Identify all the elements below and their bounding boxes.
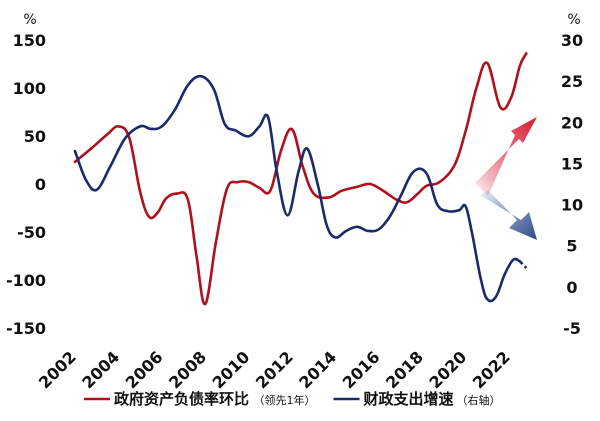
series-line-1-forecast [518,260,528,269]
x-tick-label: 2006 [122,347,167,392]
left-tick-label: 150 [13,31,46,50]
x-tick-label: 2002 [35,347,80,392]
left-tick-label: 50 [24,127,46,146]
left-tick-label: -100 [6,271,46,290]
left-tick-label: 100 [13,79,46,98]
right-tick-label: 15 [561,154,583,173]
right-tick-label: 10 [561,196,583,215]
left-tick-label: -150 [6,319,46,338]
legend-label-1: 财政支出增速 [364,390,454,408]
x-tick-label: 2008 [165,347,210,392]
x-tick-label: 2010 [208,347,253,392]
legend: 政府资产负债率环比 （领先1年） 财政支出增速 （右轴） [84,390,501,408]
x-tick-label: 2016 [339,347,384,392]
right-axis: % -5 0 5 10 15 20 25 30 [561,12,583,338]
x-tick-label: 2014 [295,347,340,392]
right-tick-label: 25 [561,72,583,91]
x-tick-label: 2004 [78,347,123,392]
x-tick-label: 2022 [469,347,514,392]
right-axis-unit: % [567,12,580,28]
right-tick-label: 20 [561,113,583,132]
legend-note-0: （领先1年） [254,393,316,407]
legend-label-0: 政府资产负债率环比 [114,390,249,408]
up-arrow [475,117,537,196]
right-tick-label: 0 [566,278,577,297]
x-axis: 2002200420062008201020122014201620182020… [35,347,514,392]
down-arrow [480,190,537,240]
legend-note-1: （右轴） [457,393,501,407]
series-line-1 [73,74,522,303]
left-tick-label: 0 [35,175,46,194]
left-tick-label: -50 [17,223,46,242]
series-line-0 [73,52,528,306]
left-axis-unit: % [23,12,36,28]
x-tick-label: 2012 [252,347,297,392]
left-axis: % -150 -100 -50 0 50 100 150 [6,12,46,338]
right-tick-label: 5 [566,237,577,256]
series-layer [73,52,528,306]
x-tick-label: 2020 [425,347,470,392]
x-tick-label: 2018 [382,347,427,392]
right-tick-label: -5 [563,319,581,338]
right-tick-label: 30 [561,31,583,50]
trend-arrows [475,117,537,240]
